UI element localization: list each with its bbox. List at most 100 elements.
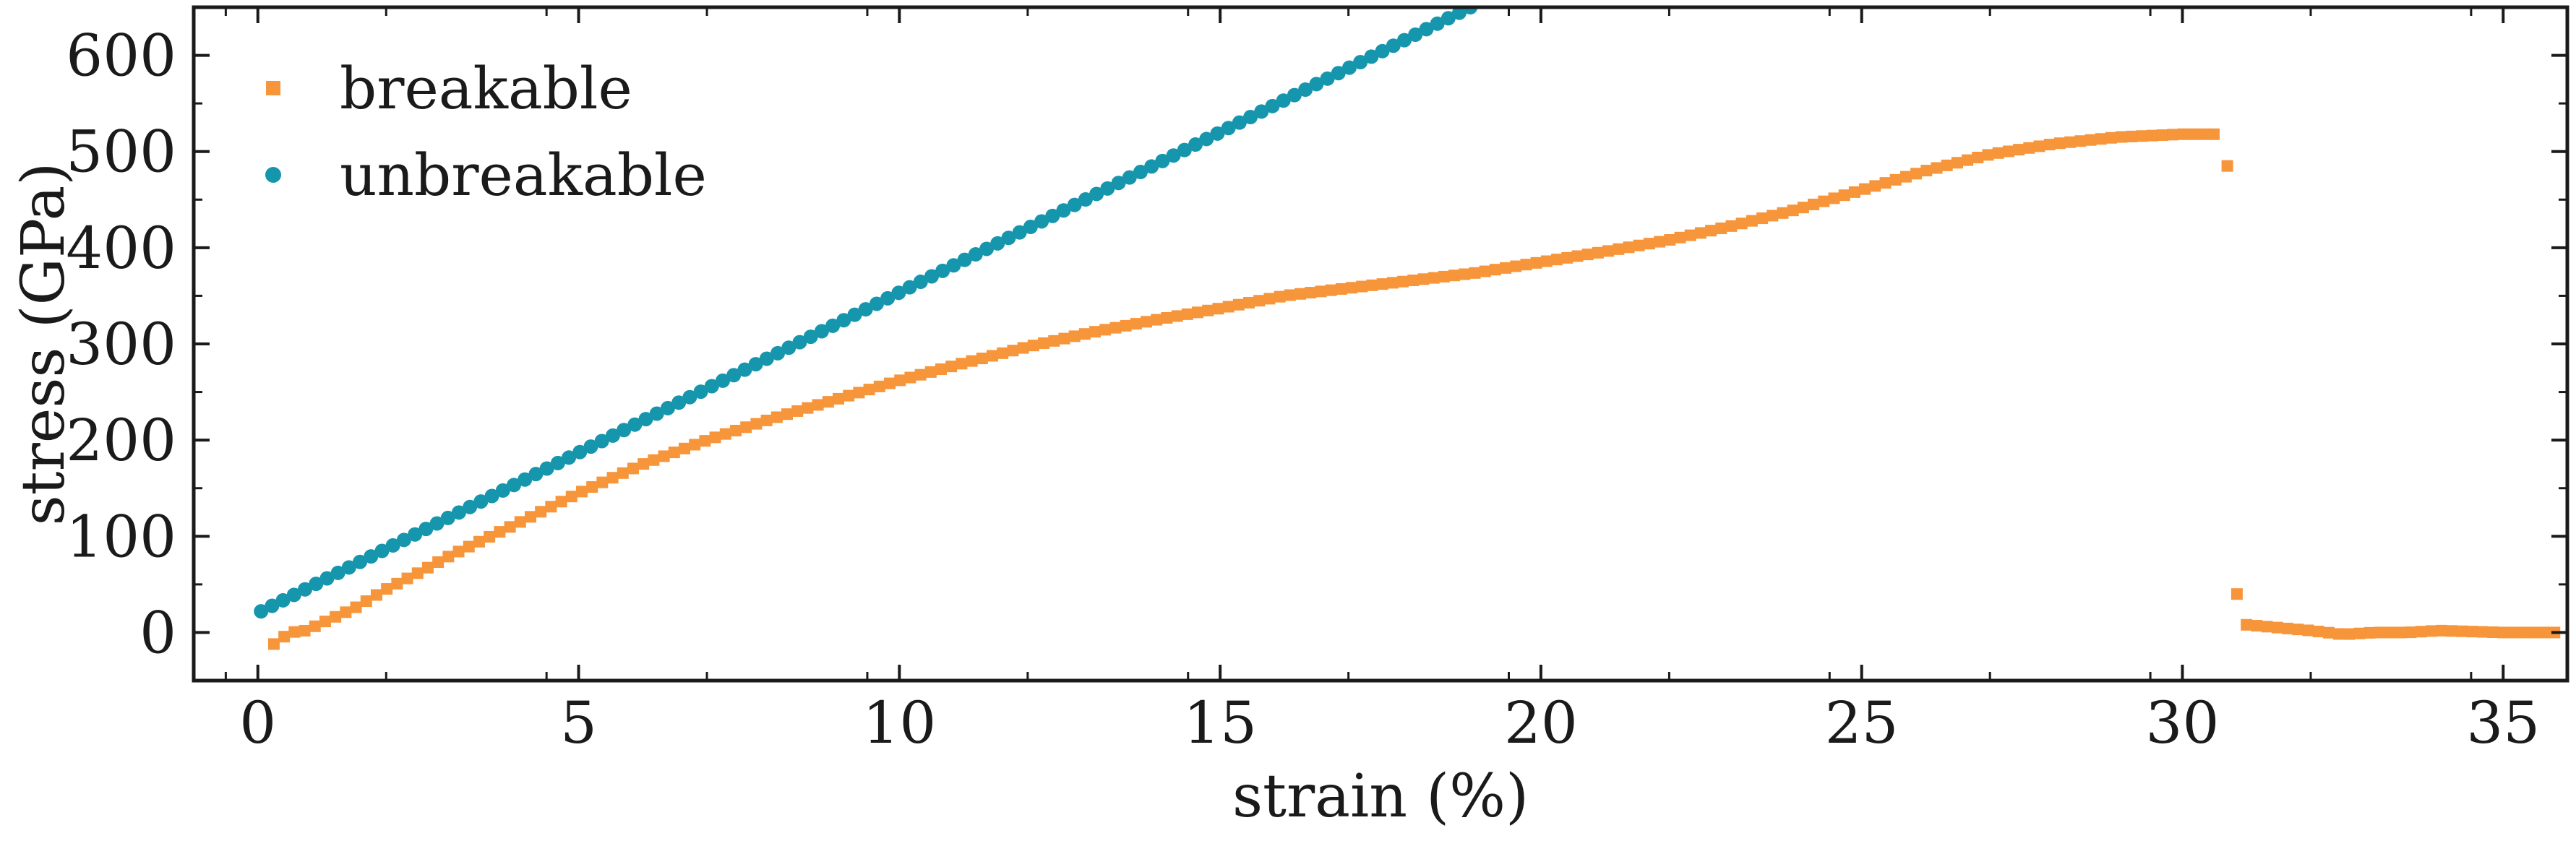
breakable-point [740,421,752,434]
unbreakable-point [913,275,928,290]
breakable-point [463,540,475,553]
breakable-point [1325,284,1337,296]
breakable-point [319,616,331,628]
breakable-point [2476,626,2489,638]
breakable-point [555,496,567,508]
breakable-point [1510,260,1522,272]
breakable-point [781,408,793,420]
breakable-point [1725,220,1738,232]
breakable-point [2013,144,2025,156]
unbreakable-point [1155,153,1170,168]
unbreakable-point [1111,176,1126,191]
unbreakable-point [286,587,301,603]
x-tick-label: 25 [1825,689,1899,756]
x-tick-label: 20 [1504,689,1578,756]
unbreakable-point [1243,110,1258,125]
unbreakable-point [748,357,763,372]
breakable-point [760,414,773,426]
breakable-point [2095,133,2107,145]
breakable-point [1120,319,1132,332]
breakable-point [1243,296,1255,309]
breakable-point [802,402,814,414]
legend-marker-unbreakable [265,167,281,183]
breakable-point [1859,183,1871,195]
breakable-point [1356,280,1368,293]
unbreakable-point [1210,126,1225,141]
unbreakable-point [1078,192,1093,207]
unbreakable-point [617,423,632,438]
unbreakable-point [935,263,950,278]
breakable-point [267,638,280,650]
y-tick-label: 100 [66,503,176,570]
breakable-point [1161,311,1173,324]
breakable-point [1787,204,1799,217]
legend-label-unbreakable: unbreakable [340,142,707,209]
unbreakable-point [440,510,455,525]
breakable-point [1130,318,1142,330]
unbreakable-point [869,296,884,311]
breakable-point [514,516,526,528]
unbreakable-point [1144,159,1159,174]
breakable-point [586,480,598,493]
unbreakable-point [1287,87,1302,103]
unbreakable-point [605,428,620,443]
unbreakable-point [682,389,697,405]
breakable-point [2415,626,2427,638]
breakable-point [1941,159,1953,171]
breakable-point [2074,135,2087,147]
unbreakable-point [418,522,434,537]
breakable-point [524,511,536,523]
breakable-point [1920,165,1933,177]
unbreakable-point [1221,121,1236,136]
breakable-point [1459,268,1471,280]
breakable-point [1295,288,1307,300]
unbreakable-point [979,241,995,256]
unbreakable-point [1122,170,1137,185]
breakable-point [1715,223,1727,235]
unbreakable-point [463,499,478,514]
unbreakable-point [1419,22,1434,37]
breakable-point [2136,130,2148,142]
unbreakable-point [1100,181,1115,196]
unbreakable-point [957,252,972,267]
breakable-point [2251,620,2263,632]
breakable-point [1623,241,1635,254]
breakable-point [1479,265,1491,277]
unbreakable-point [550,455,565,470]
breakable-point [1818,195,1830,207]
breakable-point [2221,160,2233,172]
breakable-point [1171,310,1183,322]
breakable-point [945,361,958,373]
breakable-point [1386,277,1399,289]
unbreakable-point [627,417,643,432]
breakable-point [1561,251,1573,264]
breakable-point [278,631,291,643]
breakable-point [833,392,845,405]
breakable-point [1038,337,1050,350]
breakable-point [1500,262,1512,274]
breakable-point [1602,245,1615,257]
breakable-point [2487,626,2499,639]
unbreakable-point [880,290,896,306]
breakable-point [1141,316,1153,328]
series-points [254,7,2561,650]
breakable-point [2271,621,2283,634]
breakable-point [2425,625,2437,637]
unbreakable-point [1254,104,1269,119]
breakable-point [330,611,342,623]
breakable-point [822,396,834,408]
unbreakable-point [1341,60,1357,75]
breakable-point [997,347,1009,359]
unbreakable-point [968,247,983,262]
breakable-point [391,577,403,590]
breakable-point [884,377,896,389]
breakable-point [709,431,721,444]
breakable-point [2405,626,2417,639]
breakable-point [1099,324,1112,336]
breakable-point [1633,239,1645,251]
breakable-point [617,467,629,479]
breakable-point [401,572,413,585]
breakable-point [2126,130,2138,142]
breakable-point [1643,238,1655,250]
x-axis-title: strain (%) [1232,762,1529,831]
